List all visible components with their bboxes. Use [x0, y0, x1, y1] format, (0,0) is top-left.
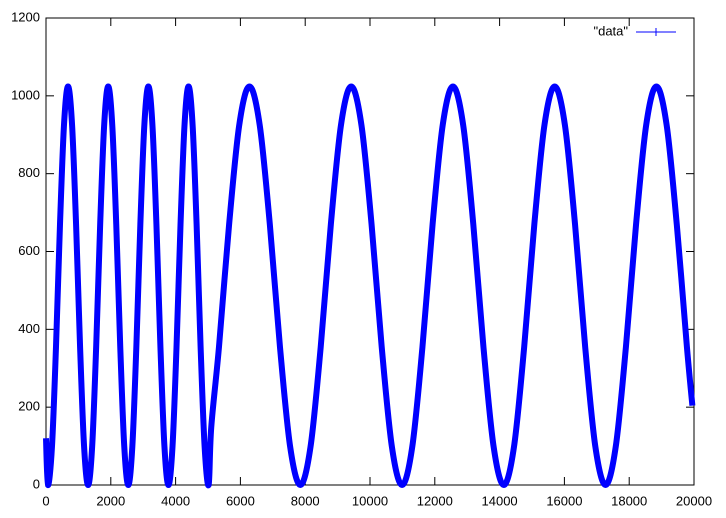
x-tick-label: 10000 [352, 493, 388, 508]
y-tick-label: 200 [18, 399, 40, 414]
y-tick-label: 600 [18, 243, 40, 258]
x-tick-label: 14000 [482, 493, 518, 508]
legend-label: "data" [593, 23, 628, 38]
x-tick-label: 18000 [611, 493, 647, 508]
data-line [43, 83, 696, 489]
legend-marker [652, 28, 660, 36]
y-tick-label: 1200 [11, 9, 40, 24]
plot-frame [45, 17, 695, 486]
x-tick-label: 6000 [226, 493, 255, 508]
x-tick-label: 12000 [417, 493, 453, 508]
y-tick-label: 0 [33, 476, 40, 491]
x-tick-label: 16000 [546, 493, 582, 508]
x-tick-label: 4000 [161, 493, 190, 508]
y-tick-label: 800 [18, 165, 40, 180]
x-tick-label: 8000 [291, 493, 320, 508]
y-tick-label: 400 [18, 321, 40, 336]
x-tick-label: 2000 [96, 493, 125, 508]
x-tick-label: 20000 [676, 493, 712, 508]
x-tick-label: 0 [42, 493, 49, 508]
y-tick-label: 1000 [11, 87, 40, 102]
